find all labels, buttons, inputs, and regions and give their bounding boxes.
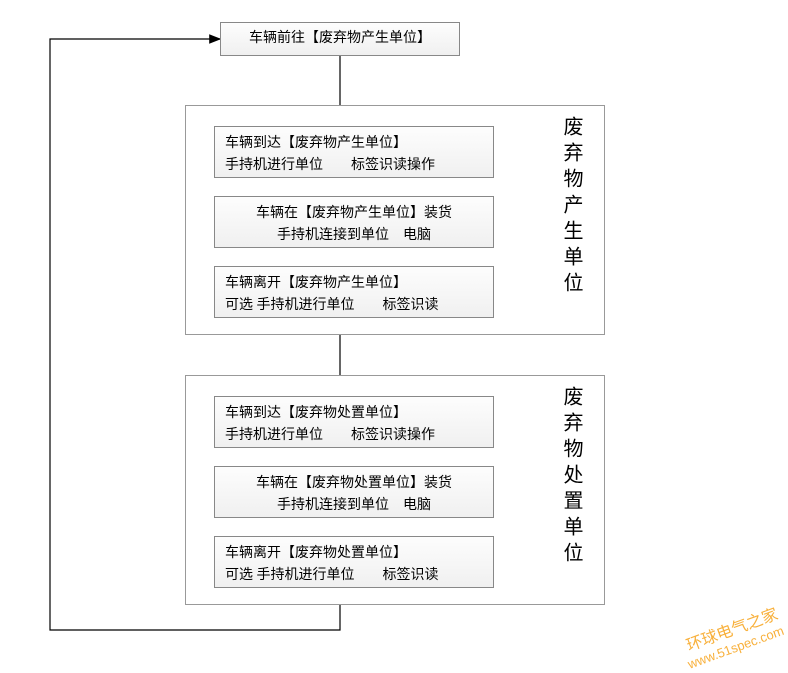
node-line: 车辆离开【废弃物产生单位】 [225,273,483,295]
group-disposal-label: 废弃物处置单位 [557,386,586,568]
node-line: 手持机连接到单位 电脑 [225,225,483,247]
watermark: 环球电气之家 www.51spec.com [679,605,786,672]
flowchart-canvas: 车辆前往【废弃物产生单位】 废弃物产生单位 车辆到达【废弃物产生单位】 手持机进… [0,0,788,656]
producer-node-arrive: 车辆到达【废弃物产生单位】 手持机进行单位 标签识读操作 [214,126,494,178]
node-line: 车辆在【废弃物处置单位】装货 [225,473,483,495]
node-line: 车辆到达【废弃物处置单位】 [225,403,483,425]
node-line: 手持机进行单位 标签识读操作 [225,155,483,177]
node-line: 手持机连接到单位 电脑 [225,495,483,517]
group-disposal: 废弃物处置单位 车辆到达【废弃物处置单位】 手持机进行单位 标签识读操作 车辆在… [185,375,605,605]
node-line: 车辆到达【废弃物产生单位】 [225,133,483,155]
node-line: 车辆在【废弃物产生单位】装货 [225,203,483,225]
start-node-label: 车辆前往【废弃物产生单位】 [249,28,431,50]
start-node: 车辆前往【废弃物产生单位】 [220,22,460,56]
producer-node-load: 车辆在【废弃物产生单位】装货 手持机连接到单位 电脑 [214,196,494,248]
disposal-node-arrive: 车辆到达【废弃物处置单位】 手持机进行单位 标签识读操作 [214,396,494,448]
node-line: 手持机进行单位 标签识读操作 [225,425,483,447]
disposal-node-load: 车辆在【废弃物处置单位】装货 手持机连接到单位 电脑 [214,466,494,518]
node-line: 可选 手持机进行单位 标签识读 [225,565,483,587]
node-line: 车辆离开【废弃物处置单位】 [225,543,483,565]
node-line: 可选 手持机进行单位 标签识读 [225,295,483,317]
group-producer-label: 废弃物产生单位 [557,116,586,298]
producer-node-leave: 车辆离开【废弃物产生单位】 可选 手持机进行单位 标签识读 [214,266,494,318]
group-producer: 废弃物产生单位 车辆到达【废弃物产生单位】 手持机进行单位 标签识读操作 车辆在… [185,105,605,335]
disposal-node-leave: 车辆离开【废弃物处置单位】 可选 手持机进行单位 标签识读 [214,536,494,588]
